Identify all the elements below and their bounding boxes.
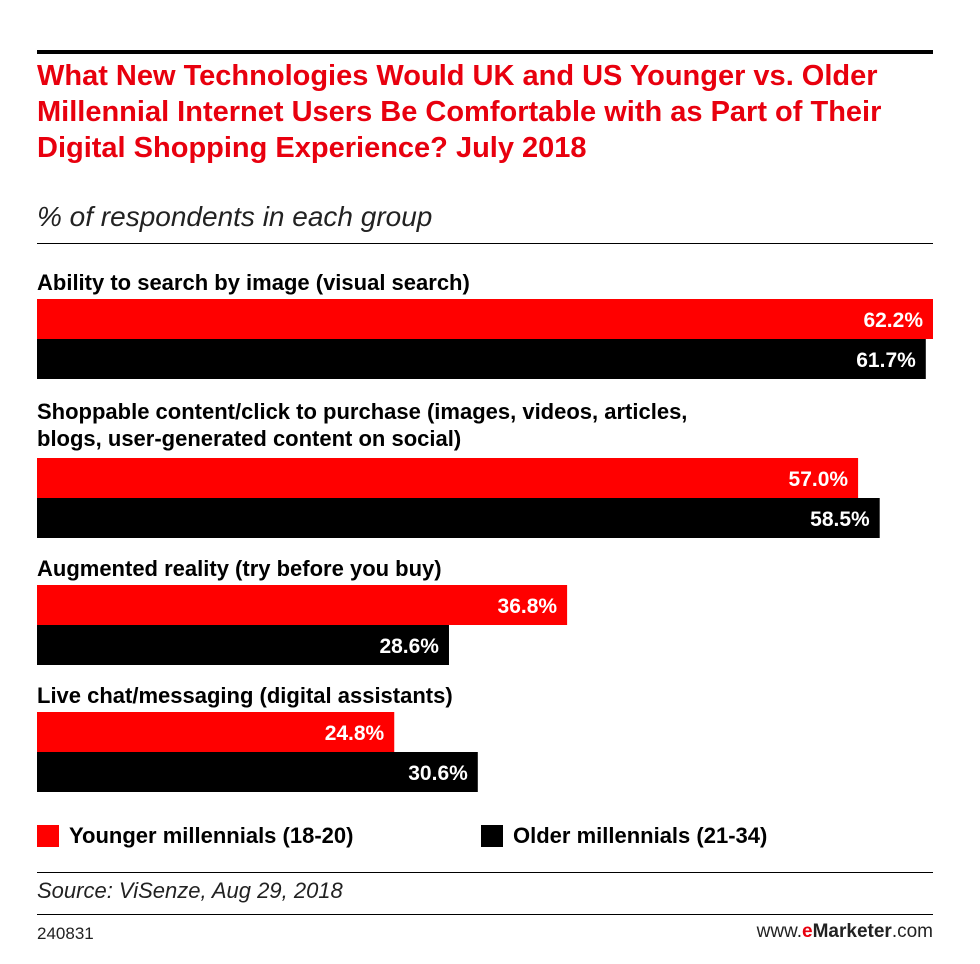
bar-augmented-reality-older (37, 625, 449, 665)
bar-augmented-reality-younger (37, 585, 568, 625)
footer-rule (37, 914, 933, 915)
data-label-live-chat-younger: 24.8% (325, 722, 385, 745)
data-label-shoppable-content-older: 58.5% (810, 508, 870, 531)
chart-subtitle: % of respondents in each group (37, 201, 433, 232)
data-label-visual-search-younger: 62.2% (863, 309, 923, 332)
legend-swatch-younger (37, 825, 59, 847)
brand-name: Marketer (812, 921, 892, 942)
category-label-live-chat: Live chat/messaging (digital assistants) (37, 683, 453, 708)
data-label-augmented-reality-younger: 36.8% (498, 595, 558, 618)
brand-e: e (802, 921, 813, 942)
chart: What New Technologies Would UK and US Yo… (37, 0, 933, 964)
brand-prefix: www. (756, 921, 803, 942)
bar-visual-search-older (37, 339, 926, 379)
brand-link[interactable]: www.eMarketer.com (757, 921, 933, 943)
bar-shoppable-content-older (37, 498, 880, 538)
legend-item-older: Older millennials (21-34) (481, 822, 767, 850)
source-rule (37, 872, 933, 873)
bar-live-chat-older (37, 752, 478, 792)
bar-visual-search-younger (37, 299, 933, 339)
category-label-shoppable-content-line-1: Shoppable content/click to purchase (ima… (37, 399, 687, 424)
brand-suffix: .com (891, 921, 933, 942)
legend-item-younger: Younger millennials (18-20) (37, 822, 353, 850)
chart-id: 240831 (37, 924, 94, 943)
chart-title: What New Technologies Would UK and US Yo… (37, 60, 882, 164)
category-label-shoppable-content-line-2: blogs, user-generated content on social) (37, 426, 461, 451)
data-label-shoppable-content-younger: 57.0% (789, 468, 849, 491)
bar-live-chat-younger (37, 712, 395, 752)
category-label-visual-search: Ability to search by image (visual searc… (37, 270, 470, 295)
data-label-live-chat-older: 30.6% (408, 762, 468, 785)
bar-plot: Ability to search by image (visual searc… (37, 270, 933, 792)
bar-shoppable-content-younger (37, 458, 859, 498)
header-rule (37, 243, 933, 244)
top-rule (37, 50, 933, 54)
legend-label-older: Older millennials (21-34) (513, 823, 768, 848)
source-note: Source: ViSenze, Aug 29, 2018 (37, 878, 343, 903)
category-label-augmented-reality: Augmented reality (try before you buy) (37, 556, 442, 581)
data-label-augmented-reality-older: 28.6% (379, 635, 439, 658)
legend-label-younger: Younger millennials (18-20) (69, 823, 354, 848)
legend-swatch-older (481, 825, 503, 847)
data-label-visual-search-older: 61.7% (856, 349, 916, 372)
